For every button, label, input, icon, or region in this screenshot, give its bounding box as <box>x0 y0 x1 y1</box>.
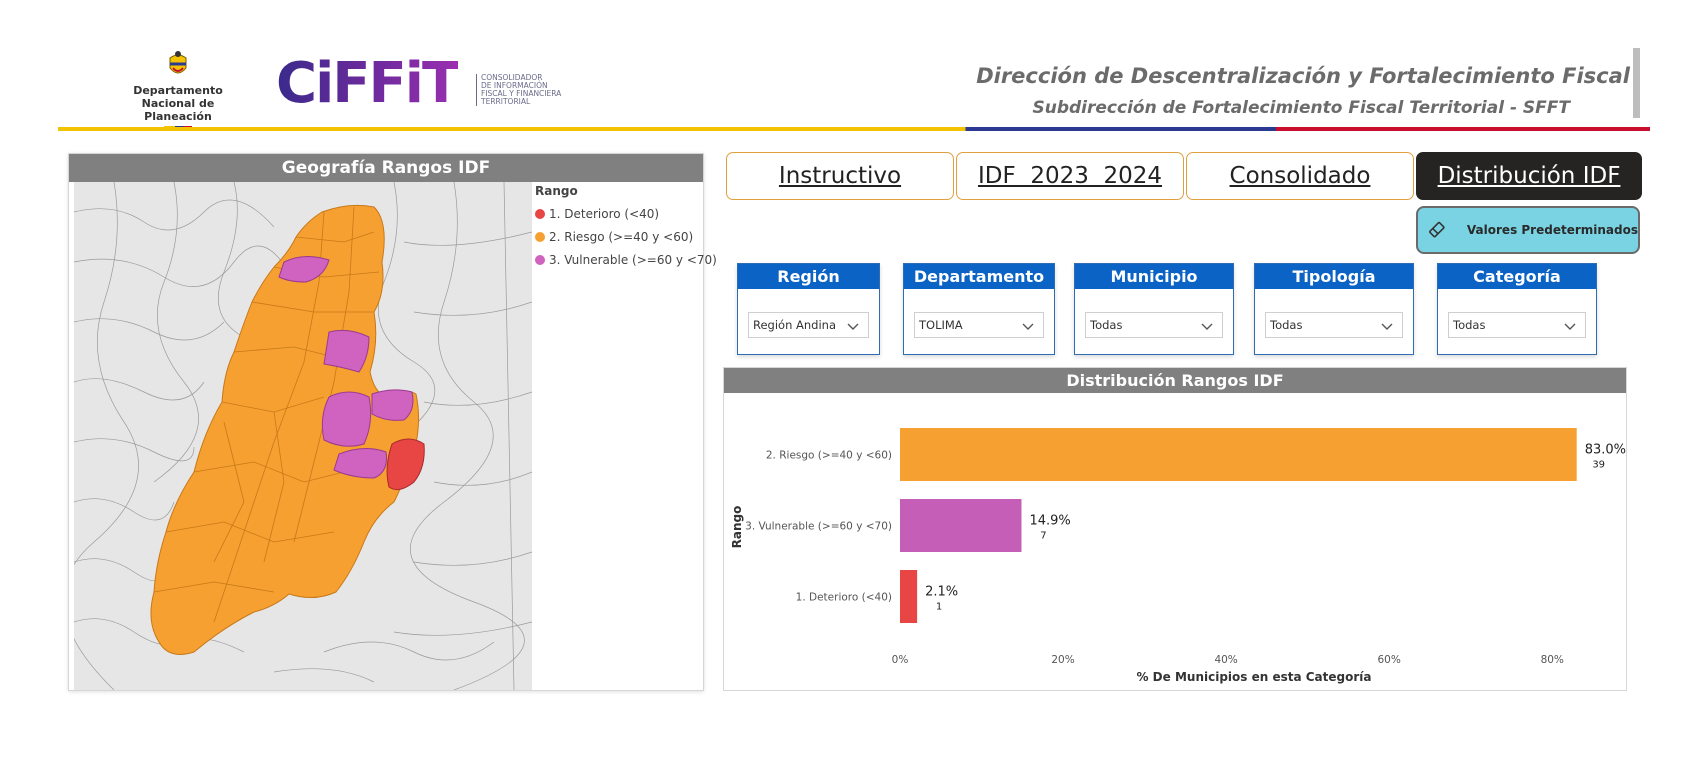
bar[interactable] <box>900 570 918 623</box>
ciffit-logo: CiFFiT CONSOLIDADOR DE INFORMACIÓN FISCA… <box>276 54 576 114</box>
page-subtitle: Subdirección de Fortalecimiento Fiscal T… <box>1032 98 1571 118</box>
legend-item-riesgo[interactable]: 2. Riesgo (>=40 y <60) <box>535 225 705 248</box>
category-label: 1. Deterioro (<40) <box>796 592 892 604</box>
chevron-down-icon <box>1022 323 1034 330</box>
legend-label: 1. Deterioro (<40) <box>549 206 660 221</box>
chevron-down-icon <box>1564 323 1576 330</box>
dnp-line2: Nacional de Planeación <box>141 97 215 123</box>
count-label: 39 <box>1592 460 1605 471</box>
filter-title: Región <box>738 264 879 289</box>
ciffit-wordmark: CiFFiT <box>276 51 460 116</box>
map-legend: Rango 1. Deterioro (<40) 2. Riesgo (>=40… <box>535 184 717 271</box>
data-label: 83.0% <box>1585 443 1626 458</box>
x-tick-label: 60% <box>1378 654 1401 666</box>
coat-of-arms-icon <box>169 51 187 74</box>
filter-municipio: Municipio Todas <box>1074 263 1234 355</box>
count-label: 7 <box>1040 531 1046 542</box>
header: Departamento Nacional de Planeación CiFF… <box>58 40 1650 132</box>
data-label: 14.9% <box>1029 514 1070 529</box>
chevron-down-icon <box>1381 323 1393 330</box>
filter-region: Región Región Andina <box>737 263 880 355</box>
ciffit-sub-line: CONSOLIDADOR <box>481 73 543 82</box>
x-tick-label: 40% <box>1214 654 1237 666</box>
category-label: 3. Vulnerable (>=60 y <70) <box>745 521 892 533</box>
reset-filters-button[interactable]: Valores Predeterminados <box>1416 206 1640 254</box>
header-accent-bar <box>1633 48 1640 118</box>
nav-instructivo-button[interactable]: Instructivo <box>726 152 954 200</box>
dnp-line1: Departamento <box>133 84 223 97</box>
ciffit-sub-line: DE INFORMACIÓN <box>481 81 548 90</box>
dropdown-value: Región Andina <box>753 318 837 332</box>
bar[interactable] <box>900 499 1022 552</box>
map-panel: Geografía Rangos IDF <box>68 153 717 691</box>
legend-label: 3. Vulnerable (>=60 y <70) <box>549 252 717 267</box>
map-region-deterioro[interactable] <box>386 438 425 491</box>
filter-title: Departamento <box>904 264 1054 289</box>
filter-title: Categoría <box>1438 264 1596 289</box>
map-region-vulnerable[interactable] <box>321 391 372 447</box>
choropleth-map[interactable] <box>74 182 532 690</box>
data-label: 2.1% <box>925 585 958 600</box>
chart-title: Distribución Rangos IDF <box>724 368 1626 393</box>
legend-dot <box>535 231 545 242</box>
region-dropdown[interactable]: Región Andina <box>748 312 869 338</box>
nav-idf-2023-2024-button[interactable]: IDF 2023 2024 <box>956 152 1184 200</box>
x-tick-label: 0% <box>892 654 909 666</box>
categoria-dropdown[interactable]: Todas <box>1448 312 1586 338</box>
nav-distribucion-idf-button[interactable]: Distribución IDF <box>1416 152 1642 200</box>
map-region-vulnerable[interactable] <box>333 448 387 479</box>
legend-item-vulnerable[interactable]: 3. Vulnerable (>=60 y <70) <box>535 248 717 271</box>
filter-tipologia: Tipología Todas <box>1254 263 1414 355</box>
filter-categoria: Categoría Todas <box>1437 263 1597 355</box>
dropdown-value: Todas <box>1090 318 1123 332</box>
count-label: 1 <box>936 602 942 613</box>
departamento-dropdown[interactable]: TOLIMA <box>914 312 1044 338</box>
y-axis-label: Rango <box>730 506 744 549</box>
map-region-vulnerable[interactable] <box>278 256 330 283</box>
legend-dot <box>535 254 545 265</box>
map-region-vulnerable[interactable] <box>323 329 370 373</box>
chevron-down-icon <box>1201 323 1213 330</box>
map-region-vulnerable[interactable] <box>371 389 414 421</box>
map-background-borders <box>74 182 532 690</box>
header-color-line <box>58 127 1650 131</box>
legend-dot <box>535 208 545 219</box>
dnp-logo: Departamento Nacional de Planeación <box>108 50 248 129</box>
x-tick-label: 80% <box>1541 654 1564 666</box>
page-title: Dirección de Descentralización y Fortale… <box>976 64 1630 88</box>
ciffit-sub-line: TERRITORIAL <box>481 97 531 106</box>
x-tick-label: 20% <box>1051 654 1074 666</box>
reset-label: Valores Predeterminados <box>1466 223 1638 237</box>
bar-chart: 2. Riesgo (>=40 y <60) 83.0% 39 3. Vulnerab… <box>730 428 1626 684</box>
tipologia-dropdown[interactable]: Todas <box>1265 312 1403 338</box>
ciffit-sub-line: FISCAL Y FINANCIERA <box>481 89 562 98</box>
dropdown-value: Todas <box>1453 318 1486 332</box>
dropdown-value: TOLIMA <box>919 318 963 332</box>
filter-title: Municipio <box>1075 264 1233 289</box>
filter-title: Tipología <box>1255 264 1413 289</box>
eraser-icon <box>1429 221 1445 238</box>
map-title: Geografía Rangos IDF <box>69 154 703 182</box>
x-axis-label: % De Municipios en esta Categoría <box>1136 670 1371 684</box>
legend-label: 2. Riesgo (>=40 y <60) <box>549 229 694 244</box>
ciffit-subtitle: CONSOLIDADOR DE INFORMACIÓN FISCAL Y FIN… <box>476 74 576 106</box>
category-label: 2. Riesgo (>=40 y <60) <box>766 450 892 462</box>
legend-title: Rango <box>535 184 578 198</box>
nav-consolidado-button[interactable]: Consolidado <box>1186 152 1414 200</box>
legend-item-deterioro[interactable]: 1. Deterioro (<40) <box>535 202 705 225</box>
dropdown-value: Todas <box>1270 318 1303 332</box>
municipio-dropdown[interactable]: Todas <box>1085 312 1223 338</box>
bar[interactable] <box>900 428 1577 481</box>
filter-departamento: Departamento TOLIMA <box>903 263 1055 355</box>
chevron-down-icon <box>847 323 859 330</box>
map-region-riesgo[interactable] <box>150 204 420 655</box>
chart-panel: Distribución Rangos IDF 2. Riesgo (>=40 … <box>723 367 1627 691</box>
map-svg[interactable] <box>74 182 532 690</box>
